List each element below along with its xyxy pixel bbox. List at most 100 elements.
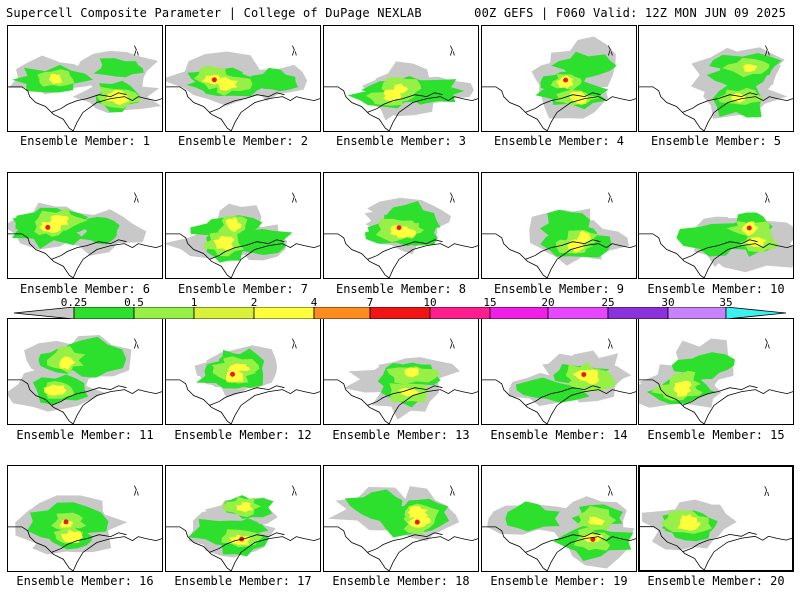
color-scale-tick-label: 0.5 bbox=[124, 296, 144, 309]
border-line bbox=[51, 385, 127, 406]
scp-field-map bbox=[8, 485, 162, 571]
color-scale-segment bbox=[667, 307, 727, 319]
ensemble-member-map[interactable] bbox=[165, 318, 321, 425]
scp-contour-fill bbox=[344, 489, 405, 523]
lake-outline bbox=[607, 485, 613, 496]
color-scale-tick-label: 10 bbox=[423, 296, 437, 309]
coastline bbox=[639, 233, 705, 278]
ensemble-member-caption: Ensemble Member: 6 bbox=[19, 282, 151, 296]
lake-outline bbox=[133, 485, 139, 496]
lake-outline bbox=[449, 192, 455, 203]
scp-max-cell bbox=[563, 77, 569, 83]
ensemble-member-caption: Ensemble Member: 12 bbox=[174, 428, 312, 442]
coastline bbox=[166, 86, 232, 131]
ensemble-member-map[interactable] bbox=[165, 465, 321, 572]
color-scale-segment bbox=[607, 307, 669, 319]
border-line bbox=[682, 532, 758, 553]
ensemble-member-caption: Ensemble Member: 1 bbox=[19, 134, 151, 148]
ensemble-member-caption: Ensemble Member: 19 bbox=[490, 574, 628, 588]
lake-outline bbox=[764, 486, 769, 497]
scp-contour-fill bbox=[407, 505, 429, 520]
ensemble-member-map[interactable] bbox=[323, 25, 479, 132]
gulf-coast bbox=[703, 535, 792, 570]
scp-contour-fill bbox=[393, 83, 409, 94]
scp-field-map bbox=[324, 485, 478, 571]
scp-contour-fill bbox=[48, 73, 63, 85]
color-scale-segment bbox=[547, 307, 609, 319]
ensemble-member-caption: Ensemble Member: 15 bbox=[647, 428, 785, 442]
coastline bbox=[482, 86, 548, 131]
scp-field-map bbox=[324, 338, 478, 424]
scp-contour-fill bbox=[225, 370, 244, 383]
lake-outline bbox=[291, 485, 297, 496]
ensemble-member-map[interactable] bbox=[638, 25, 794, 132]
color-scale-segment bbox=[429, 307, 491, 319]
gulf-coast bbox=[546, 389, 636, 424]
ensemble-member-map[interactable] bbox=[7, 318, 163, 425]
ensemble-member-caption: Ensemble Member: 7 bbox=[177, 282, 309, 296]
gulf-coast bbox=[72, 536, 162, 571]
border-line bbox=[525, 92, 601, 113]
ensemble-member-map[interactable] bbox=[323, 172, 479, 279]
lake-outline bbox=[449, 485, 455, 496]
color-scale-segment bbox=[193, 307, 255, 319]
scp-field-map bbox=[639, 338, 793, 424]
color-scale-tick-label: 1 bbox=[190, 296, 198, 309]
scp-contour-fill bbox=[250, 67, 299, 92]
gulf-coast bbox=[703, 389, 793, 424]
color-scale-segment bbox=[369, 307, 431, 319]
coastline bbox=[639, 86, 705, 131]
border-line bbox=[367, 385, 443, 406]
ensemble-member-map[interactable] bbox=[7, 172, 163, 279]
gulf-coast bbox=[72, 389, 162, 424]
border-line bbox=[682, 385, 758, 406]
scp-contour-fill bbox=[404, 367, 419, 378]
ensemble-member-map[interactable] bbox=[638, 465, 794, 572]
ensemble-member-map[interactable] bbox=[481, 172, 637, 279]
scp-contour-fill bbox=[43, 384, 67, 396]
scp-field-map bbox=[482, 36, 636, 131]
ensemble-member-map[interactable] bbox=[323, 465, 479, 572]
gulf-coast bbox=[388, 243, 478, 278]
coastline bbox=[8, 379, 74, 424]
ensemble-member-map[interactable] bbox=[481, 318, 637, 425]
color-scale-tick-label: 7 bbox=[366, 296, 374, 309]
scp-field-map bbox=[166, 192, 320, 278]
color-scale-tick-label: 35 bbox=[719, 296, 733, 309]
scp-field-map bbox=[324, 192, 478, 278]
scp-contour-fill bbox=[398, 388, 420, 397]
scp-contour-fill bbox=[79, 216, 120, 245]
scp-contour-fill bbox=[218, 77, 239, 91]
scp-max-cell bbox=[581, 372, 587, 377]
lake-outline bbox=[291, 45, 297, 56]
ensemble-member-map[interactable] bbox=[7, 465, 163, 572]
lake-outline bbox=[607, 338, 613, 349]
gulf-coast bbox=[230, 536, 320, 571]
ensemble-member-map[interactable] bbox=[638, 318, 794, 425]
scp-contour-fill bbox=[671, 352, 735, 380]
ensemble-member-map[interactable] bbox=[481, 465, 637, 572]
ensemble-member-map[interactable] bbox=[638, 172, 794, 279]
scp-field-map bbox=[482, 192, 636, 278]
color-scale-tick-label: 2 bbox=[250, 296, 258, 309]
gulf-coast bbox=[703, 96, 793, 131]
lake-outline bbox=[607, 45, 613, 56]
scp-contour-fill bbox=[235, 502, 254, 513]
coastline bbox=[482, 526, 548, 571]
scp-contour-fill bbox=[515, 377, 590, 403]
ensemble-member-map[interactable] bbox=[323, 318, 479, 425]
color-scale-tick-label: 15 bbox=[483, 296, 497, 309]
scp-contour-fill bbox=[225, 216, 242, 233]
ensemble-member-map[interactable] bbox=[7, 25, 163, 132]
ensemble-member-map[interactable] bbox=[165, 172, 321, 279]
ensemble-member-caption: Ensemble Member: 17 bbox=[174, 574, 312, 588]
coastline bbox=[166, 526, 232, 571]
gulf-coast bbox=[72, 243, 162, 278]
scp-field-map bbox=[482, 485, 636, 571]
gulf-coast bbox=[388, 536, 478, 571]
coastline bbox=[324, 379, 390, 424]
scp-contour-fill bbox=[743, 64, 758, 72]
ensemble-member-map[interactable] bbox=[165, 25, 321, 132]
color-scale-bar bbox=[14, 307, 786, 319]
ensemble-member-map[interactable] bbox=[481, 25, 637, 132]
